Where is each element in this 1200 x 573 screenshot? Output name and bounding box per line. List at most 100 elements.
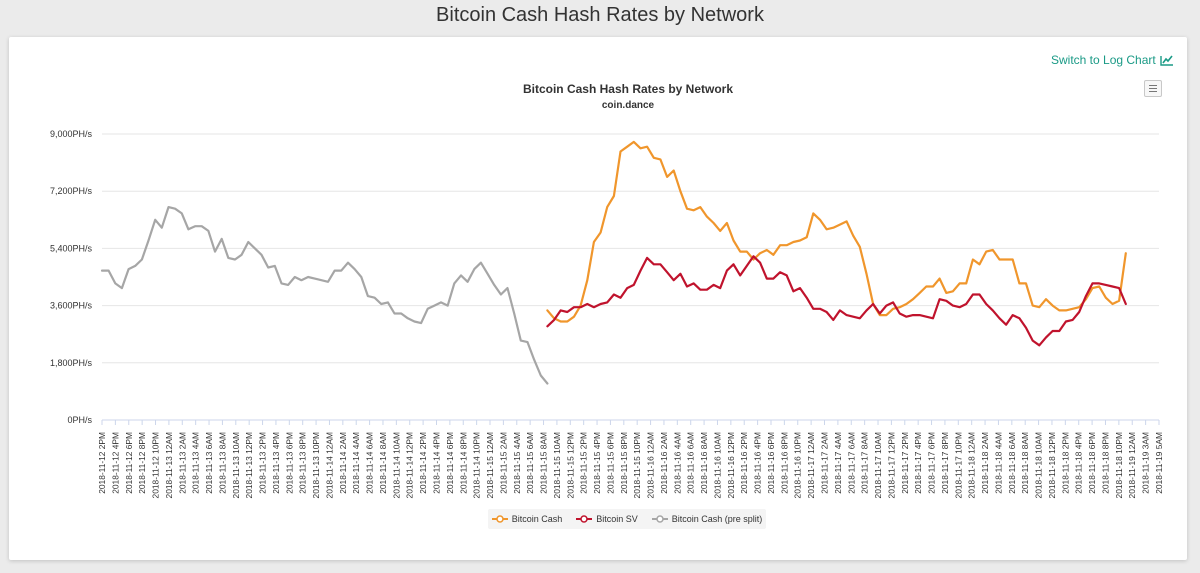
x-tick-label: 2018-11-18 6AM: [1007, 432, 1017, 494]
x-tick-label: 2018-11-18 6PM: [1087, 432, 1097, 494]
x-tick-label: 2018-11-15 4AM: [512, 432, 522, 494]
x-tick-label: 2018-11-14 2PM: [418, 432, 428, 494]
x-tick-label: 2018-11-16 8AM: [699, 432, 709, 494]
x-tick-label: 2018-11-17 2AM: [820, 432, 830, 494]
chart-card: Switch to Log Chart Bitcoin Cash Hash Ra…: [9, 37, 1187, 560]
x-tick-label: 2018-11-14 12AM: [324, 432, 334, 498]
chart-menu-button[interactable]: [1144, 80, 1162, 97]
x-tick-label: 2018-11-17 10AM: [873, 432, 883, 498]
x-tick-label: 2018-11-14 2AM: [338, 432, 348, 494]
x-tick-label: 2018-11-18 12AM: [967, 432, 977, 498]
x-tick-label: 2018-11-12 2PM: [97, 432, 107, 494]
chart-legend: Bitcoin Cash Bitcoin SV Bitcoin Cash (pr…: [488, 509, 766, 529]
x-tick-label: 2018-11-13 6PM: [284, 432, 294, 494]
series-line-bitcoin-cash[interactable]: [546, 140, 1127, 323]
line-chart-icon: [1160, 55, 1174, 66]
x-tick-label: 2018-11-14 10PM: [472, 432, 482, 498]
x-tick-label: 2018-11-18 4PM: [1074, 432, 1084, 494]
x-tick-label: 2018-11-17 4PM: [913, 432, 923, 494]
y-tick-label: 9,000PH/s: [50, 129, 93, 139]
x-tick-label: 2018-11-18 2AM: [980, 432, 990, 494]
x-tick-label: 2018-11-18 4AM: [993, 432, 1003, 494]
x-tick-label: 2018-11-18 12PM: [1047, 432, 1057, 498]
chart-subtitle: coin.dance: [602, 100, 655, 111]
page-title: Bitcoin Cash Hash Rates by Network: [436, 4, 764, 26]
x-tick-label: 2018-11-16 4PM: [753, 432, 763, 494]
x-tick-label: 2018-11-16 12AM: [646, 432, 656, 498]
legend-label-bitcoin-sv: Bitcoin SV: [596, 514, 638, 524]
x-tick-label: 2018-11-16 2AM: [659, 432, 669, 494]
x-tick-label: 2018-11-19 5AM: [1154, 432, 1164, 494]
x-tick-label: 2018-11-13 8AM: [217, 432, 227, 494]
x-tick-label: 2018-11-12 6PM: [124, 432, 134, 494]
x-tick-label: 2018-11-14 6AM: [365, 432, 375, 494]
legend-item-bitcoin-sv[interactable]: Bitcoin SV: [576, 514, 638, 524]
x-tick-label: 2018-11-13 10PM: [311, 432, 321, 498]
x-tick-label: 2018-11-17 12AM: [806, 432, 816, 498]
x-tick-label: 2018-11-16 6PM: [766, 432, 776, 494]
x-tick-label: 2018-11-15 6AM: [525, 432, 535, 494]
x-tick-label: 2018-11-15 4PM: [592, 432, 602, 494]
x-tick-label: 2018-11-13 8PM: [298, 432, 308, 494]
x-tick-label: 2018-11-17 6PM: [927, 432, 937, 494]
x-tick-label: 2018-11-17 12PM: [886, 432, 896, 498]
x-tick-label: 2018-11-17 6AM: [846, 432, 856, 494]
x-tick-label: 2018-11-12 4PM: [110, 432, 120, 494]
x-tick-label: 2018-11-15 8PM: [619, 432, 629, 494]
series-line-bitcoin-cash-pre-split[interactable]: [100, 206, 549, 385]
x-tick-label: 2018-11-16 10AM: [712, 432, 722, 498]
x-tick-label: 2018-11-15 2AM: [498, 432, 508, 494]
x-tick-label: 2018-11-13 6AM: [204, 432, 214, 494]
x-tick-label: 2018-11-17 4AM: [833, 432, 843, 494]
hamburger-menu-icon: [1149, 85, 1157, 92]
series-line-bitcoin-sv[interactable]: [546, 255, 1127, 347]
chart-title: Bitcoin Cash Hash Rates by Network: [523, 82, 733, 96]
x-tick-label: 2018-11-18 8AM: [1020, 432, 1030, 494]
x-tick-label: 2018-11-15 6PM: [605, 432, 615, 494]
x-tick-label: 2018-11-19 12AM: [1127, 432, 1137, 498]
x-tick-label: 2018-11-18 10AM: [1034, 432, 1044, 498]
x-tick-label: 2018-11-15 10PM: [632, 432, 642, 498]
switch-to-log-chart-link[interactable]: Switch to Log Chart: [1051, 53, 1174, 67]
legend-item-bitcoin-cash[interactable]: Bitcoin Cash: [491, 514, 563, 524]
x-tick-label: 2018-11-13 2PM: [258, 432, 268, 494]
x-tick-label: 2018-11-15 12PM: [565, 432, 575, 498]
x-tick-label: 2018-11-14 8AM: [378, 432, 388, 494]
x-tick-label: 2018-11-18 10PM: [1114, 432, 1124, 498]
x-tick-label: 2018-11-13 10AM: [231, 432, 241, 498]
x-tick-label: 2018-11-12 10PM: [151, 432, 161, 498]
y-tick-label: 7,200PH/s: [50, 186, 93, 196]
y-tick-label: 5,400PH/s: [50, 243, 93, 253]
x-tick-label: 2018-11-17 10PM: [953, 432, 963, 498]
x-tick-label: 2018-11-15 10AM: [552, 432, 562, 498]
x-tick-label: 2018-11-16 6AM: [686, 432, 696, 494]
x-tick-label: 2018-11-18 8PM: [1100, 432, 1110, 494]
x-tick-label: 2018-11-14 12PM: [405, 432, 415, 498]
x-tick-label: 2018-11-13 12PM: [244, 432, 254, 498]
x-tick-label: 2018-11-15 12AM: [485, 432, 495, 498]
y-tick-label: 1,800PH/s: [50, 358, 93, 368]
x-tick-label: 2018-11-15 2PM: [579, 432, 589, 494]
legend-marker-pre-split: [651, 515, 668, 523]
legend-marker-bitcoin-sv: [576, 515, 593, 523]
y-tick-label: 0PH/s: [67, 415, 92, 425]
x-tick-label: 2018-11-17 8AM: [860, 432, 870, 494]
x-tick-label: 2018-11-14 8PM: [458, 432, 468, 494]
legend-label-pre-split: Bitcoin Cash (pre split): [671, 514, 763, 524]
legend-item-bitcoin-cash-pre-split[interactable]: Bitcoin Cash (pre split): [651, 514, 763, 524]
x-tick-label: 2018-11-16 10PM: [793, 432, 803, 498]
x-tick-label: 2018-11-19 3AM: [1141, 432, 1151, 494]
x-tick-label: 2018-11-18 2PM: [1060, 432, 1070, 494]
legend-marker-bitcoin-cash: [491, 515, 508, 523]
x-tick-label: 2018-11-13 4AM: [191, 432, 201, 494]
x-tick-label: 2018-11-13 2AM: [177, 432, 187, 494]
y-tick-label: 3,600PH/s: [50, 301, 93, 311]
x-tick-label: 2018-11-13 12AM: [164, 432, 174, 498]
hash-rate-chart: Bitcoin Cash Hash Rates by Network coin.…: [50, 82, 1164, 498]
x-tick-label: 2018-11-14 6PM: [445, 432, 455, 494]
x-tick-label: 2018-11-14 4AM: [351, 432, 361, 494]
x-tick-label: 2018-11-13 4PM: [271, 432, 281, 494]
x-tick-label: 2018-11-16 4AM: [672, 432, 682, 494]
legend-label-bitcoin-cash: Bitcoin Cash: [511, 514, 563, 524]
x-tick-label: 2018-11-14 10AM: [391, 432, 401, 498]
